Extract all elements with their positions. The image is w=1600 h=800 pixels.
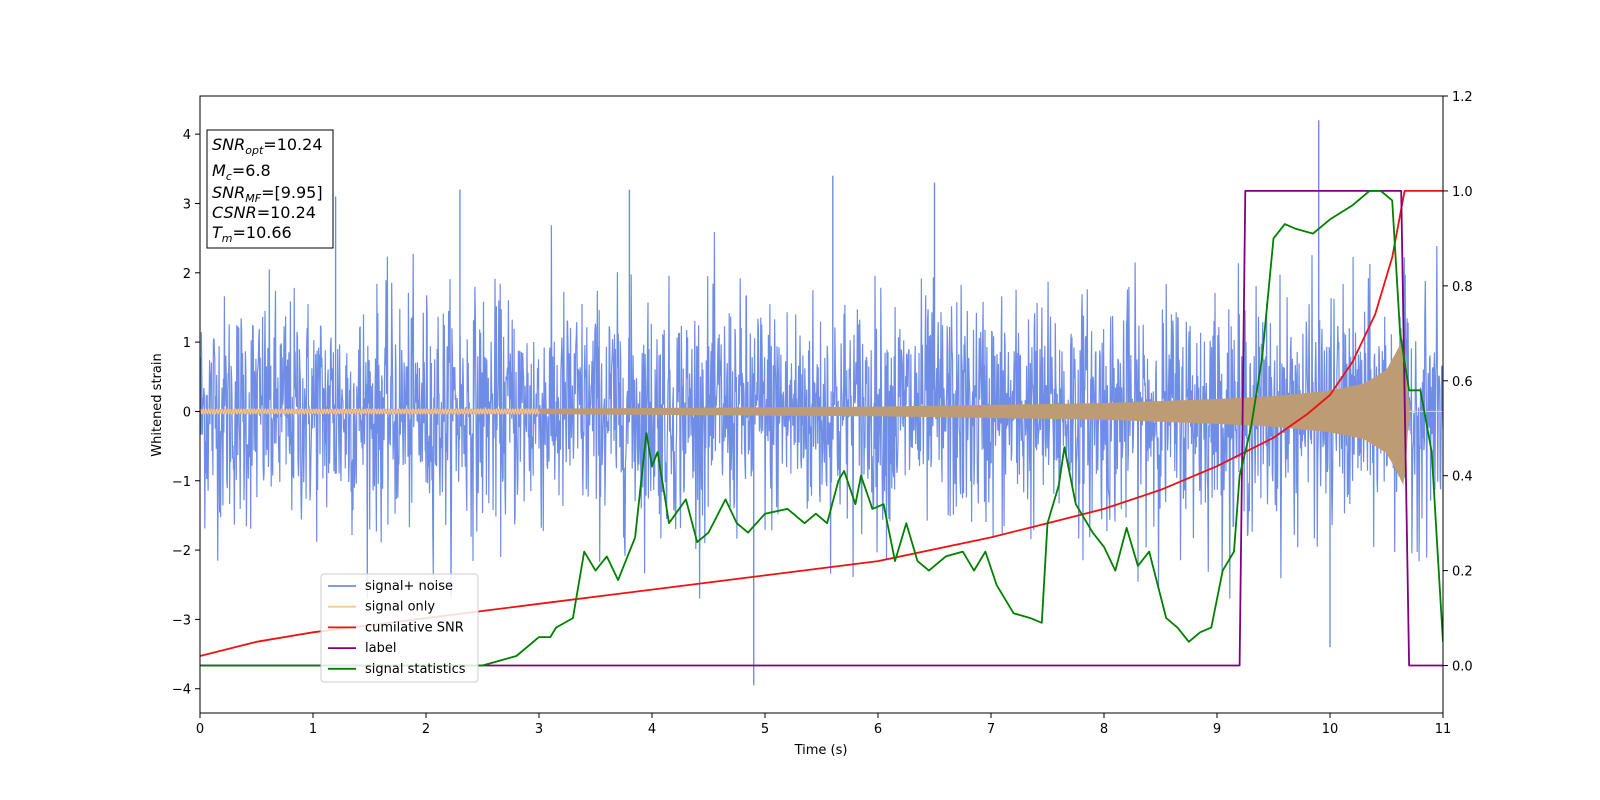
snr-annotation-box: SNRopt=10.24Mc=6.8SNRMF=[9.95]CSNR=10.24… [206,129,334,249]
x-tick-label: 8 [1100,722,1108,737]
x-tick-label: 2 [422,722,430,737]
x-axis-label: Time (s) [794,743,848,758]
y-left-tick-label: −4 [172,683,191,698]
y-left-tick-label: −1 [172,475,191,490]
annotation-subscript: c [226,170,232,183]
annotation-line: SNRMF=[9.95] [212,183,323,205]
y-left-tick-label: 4 [183,128,191,143]
y-axis-left: −4 −3 −2 −1 0 1 2 3 4 [172,128,200,698]
y-left-tick-label: 0 [183,405,191,420]
annotation-value: =10.24 [263,135,322,154]
annotation-value: =10.24 [257,203,316,222]
signal-noise-line [200,225,1443,599]
x-tick-label: 1 [309,722,317,737]
y-left-tick-label: −2 [172,544,191,559]
x-axis: 0 1 2 3 4 5 6 7 8 9 10 11 [196,713,1451,737]
annotation-value: =10.66 [233,223,292,242]
x-tick-label: 3 [535,722,543,737]
annotation-symbol: SNR [212,135,245,154]
signal-only-envelope [200,337,1443,485]
annotation-symbol: SNR [212,183,245,202]
signal-statistics-line [200,190,1443,667]
annotation-frame [206,129,334,249]
x-tick-label: 5 [761,722,769,737]
y-left-tick-label: 2 [183,267,191,282]
annotation-symbol: M [212,161,226,180]
y-right-tick-label: 0.8 [1452,280,1473,295]
annotation-line: Mc=6.8 [212,161,271,183]
annotation-line: SNRopt=10.24 [212,135,323,157]
annotation-subscript: MF [245,192,261,205]
x-tick-label: 6 [874,722,882,737]
signal-only-series [200,337,1443,485]
annotation-subscript: m [222,232,233,245]
y-left-tick-label: −3 [172,613,191,628]
annotation-line: CSNR=10.24 [212,203,316,222]
legend-frame [320,573,479,683]
annotation-line: Tm=10.66 [212,223,292,245]
y-right-tick-label: 0.0 [1452,660,1473,675]
legend: signal+ noise signal only cumilative SNR la… [320,573,479,683]
x-tick-label: 7 [987,722,995,737]
x-tick-label: 11 [1435,722,1452,737]
y-axis-right: 0.0 0.2 0.4 0.6 0.8 1.0 1.2 [1443,90,1473,675]
y-right-tick-label: 0.6 [1452,375,1473,390]
legend-label: signal statistics [365,662,466,677]
signal-only-line [200,407,540,416]
annotation-value: =6.8 [232,161,271,180]
annotation-value: =[9.95] [261,183,323,202]
annotation-symbol: T [212,223,223,242]
x-tick-label: 0 [196,722,204,737]
annotation-symbol: CSNR [212,203,257,222]
y-right-tick-label: 1.0 [1452,185,1473,200]
x-tick-label: 9 [1213,722,1221,737]
legend-label: label [365,641,396,656]
y-right-tick-label: 0.4 [1452,470,1473,485]
y-left-tick-label: 1 [183,336,191,351]
x-tick-label: 4 [648,722,656,737]
annotation-subscript: opt [245,144,264,157]
label-line [200,190,1443,667]
y-axis-label: Whitened strain [150,353,165,456]
y-right-tick-label: 0.2 [1452,565,1473,580]
plot-frame [199,95,1444,714]
y-right-tick-label: 1.2 [1452,90,1473,105]
signal-noise-series [200,120,1443,686]
y-left-tick-label: 3 [183,197,191,212]
x-tick-label: 10 [1322,722,1339,737]
legend-label: cumilative SNR [365,620,464,635]
legend-label: signal only [365,600,435,615]
legend-label: signal+ noise [365,579,453,594]
